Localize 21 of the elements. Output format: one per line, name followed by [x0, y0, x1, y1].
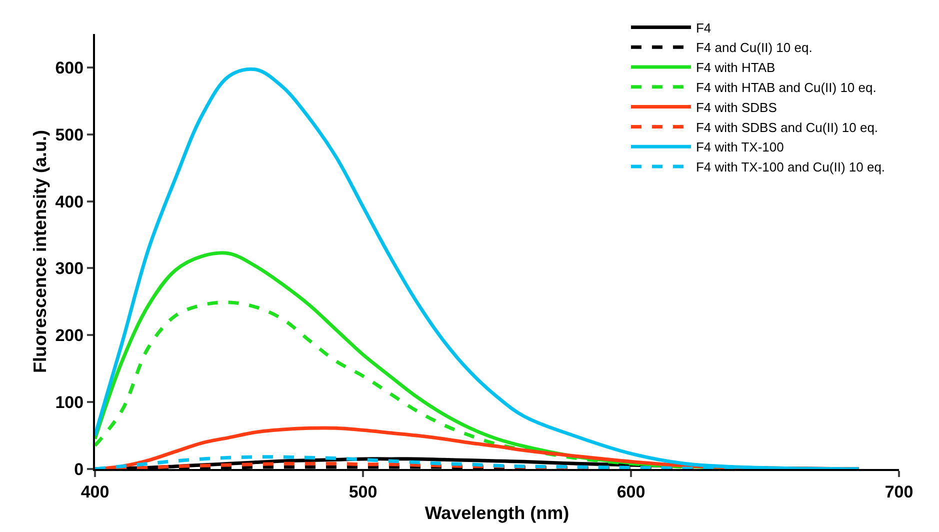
x-tick-label: 700	[884, 482, 914, 502]
legend-label: F4 with HTAB and Cu(II) 10 eq.	[696, 80, 876, 95]
y-tick-label: 0	[74, 460, 84, 479]
y-tick-label: 600	[55, 58, 84, 78]
legend-label: F4 with SDBS	[696, 100, 778, 115]
legend-label: F4 with TX-100	[696, 140, 784, 155]
y-tick-label: 100	[55, 393, 84, 412]
y-tick-label: 300	[55, 259, 84, 278]
y-axis-title: Fluorescence intensity (a.u.)	[30, 130, 50, 374]
legend-label: F4 with HTAB	[696, 60, 776, 76]
y-tick-label: 500	[55, 125, 84, 144]
y-tick-label: 200	[55, 326, 84, 346]
x-axis-title: Wavelength (nm)	[424, 503, 570, 523]
legend-label: F4 with SDBS and Cu(II) 10 eq.	[696, 120, 878, 135]
x-tick-label: 400	[80, 482, 110, 502]
y-tick-label: 400	[55, 192, 84, 212]
legend-label: F4	[696, 20, 712, 36]
legend-label: F4 and Cu(II) 10 eq.	[696, 40, 812, 56]
x-tick-label: 500	[348, 482, 378, 502]
legend-label: F4 with TX-100 and Cu(II) 10 eq.	[696, 160, 886, 175]
x-tick-label: 600	[616, 482, 646, 502]
